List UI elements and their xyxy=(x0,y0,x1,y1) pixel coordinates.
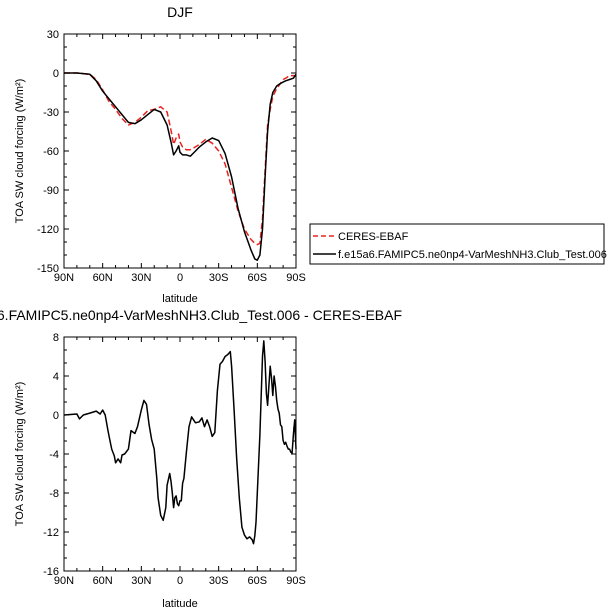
y-tick-label: -4 xyxy=(49,449,59,461)
x-tick-label: 0 xyxy=(177,575,183,587)
model-series-line-1 xyxy=(63,340,297,545)
x-tick-label: 90N xyxy=(54,575,74,587)
y-tick-label: -30 xyxy=(43,107,59,119)
y-tick-label: 30 xyxy=(47,29,59,41)
x-tick-label: 30N xyxy=(131,575,151,587)
y-tick-label: 0 xyxy=(53,68,59,80)
difference-chart-frame xyxy=(63,336,297,572)
legend-box xyxy=(309,223,605,265)
x-tick-label: 0 xyxy=(177,272,183,284)
x-tick-label: 60N xyxy=(93,575,113,587)
x-tick-label: 60S xyxy=(248,575,268,587)
ceres-ebaf-series-line-0 xyxy=(64,72,296,246)
difference-chart-ylabel: TOA SW cloud forcing (W/m²) xyxy=(14,382,26,527)
mean-chart-frame xyxy=(63,33,297,269)
difference-chart-title: f.e15a6.FAMIPC5.ne0np4-VarMeshNH3.Club_T… xyxy=(0,307,402,323)
y-tick-label: -12 xyxy=(43,527,59,539)
difference-chart-panel: f.e15a6.FAMIPC5.ne0np4-VarMeshNH3.Club_T… xyxy=(0,307,402,610)
y-tick-label: -8 xyxy=(49,488,59,500)
legend-label-model: f.e15a6.FAMIPC5.ne0np4-VarMeshNH3.Club_T… xyxy=(338,249,607,261)
y-tick-label: -16 xyxy=(43,566,59,578)
mean-chart-panel: DJF 90N 60N 30N 0 30S 60S 90S 30 0 -30 -60 -90 -120 -… xyxy=(14,4,306,305)
x-tick-label: 90S xyxy=(286,272,306,284)
y-tick-label: -150 xyxy=(37,263,59,275)
legend-label-ceres: CERES-EBAF xyxy=(338,231,409,243)
difference-chart-xlabel: latitude xyxy=(162,598,197,610)
y-tick-label: 8 xyxy=(53,332,59,344)
mean-chart-xlabel: latitude xyxy=(162,293,197,305)
mean-chart-ylabel: TOA SW cloud forcing (W/m²) xyxy=(14,79,26,224)
x-tick-label: 90S xyxy=(286,575,306,587)
x-tick-label: 60S xyxy=(248,272,268,284)
y-tick-label: -120 xyxy=(37,224,59,236)
x-tick-label: 30N xyxy=(131,272,151,284)
legend: CERES-EBAF f.e15a6.FAMIPC5.ne0np4-VarMes… xyxy=(309,223,607,265)
x-tick-label: 90N xyxy=(54,272,74,284)
x-tick-label: 30S xyxy=(209,575,229,587)
y-tick-label: 0 xyxy=(53,410,59,422)
y-tick-label: 4 xyxy=(53,371,59,383)
model-series-line-0 xyxy=(64,72,297,261)
y-tick-label: -60 xyxy=(43,146,59,158)
y-tick-label: -90 xyxy=(43,185,59,197)
x-tick-label: 60N xyxy=(93,272,113,284)
mean-chart-title: DJF xyxy=(167,4,193,20)
x-tick-label: 30S xyxy=(209,272,229,284)
